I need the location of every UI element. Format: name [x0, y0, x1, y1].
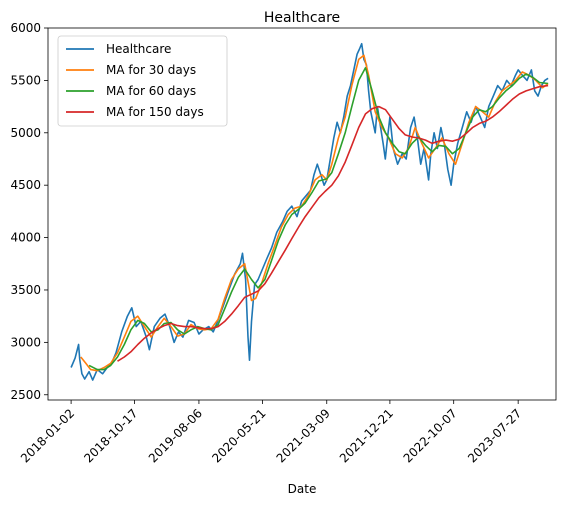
series-line-0 — [70, 42, 549, 381]
x-tick-label: 2022-10-07 — [401, 406, 460, 465]
series-line-3 — [117, 84, 549, 362]
y-tick-label: 6000 — [10, 21, 41, 35]
y-axis: 2500 3000 3500 4000 4500 5000 5500 6000 — [10, 21, 48, 402]
y-tick-label: 4500 — [10, 178, 41, 192]
legend-label: MA for 150 days — [106, 105, 204, 119]
series-line-2 — [88, 67, 549, 371]
y-tick-label: 4000 — [10, 231, 41, 245]
x-tick-label: 2018-01-02 — [18, 406, 77, 465]
legend-label: MA for 30 days — [106, 63, 196, 77]
y-tick-label: 3500 — [10, 283, 41, 297]
x-tick-label: 2019-08-06 — [146, 406, 205, 465]
x-tick-label: 2021-12-21 — [337, 406, 396, 465]
legend: Healthcare MA for 30 days MA for 60 days MA… — [57, 35, 228, 127]
legend-label: MA for 60 days — [106, 84, 196, 98]
legend-box — [57, 35, 228, 127]
x-tick-label: 2023-07-27 — [465, 406, 524, 465]
x-axis: 2018-01-02 2018-10-17 2019-08-06 2020-05-21… — [18, 400, 524, 465]
y-tick-label: 2500 — [10, 388, 41, 402]
plot-frame — [47, 27, 557, 401]
x-axis-label: Date — [288, 482, 317, 496]
legend-label: Healthcare — [106, 42, 171, 56]
x-tick-label: 2020-05-21 — [209, 406, 268, 465]
y-tick-label: 5000 — [10, 126, 41, 140]
chart-title: Healthcare — [264, 10, 340, 26]
x-tick-label: 2021-03-09 — [274, 406, 333, 465]
series-layer — [70, 42, 549, 381]
y-tick-label: 3000 — [10, 335, 41, 349]
x-tick-label: 2018-10-17 — [81, 406, 140, 465]
y-tick-label: 5500 — [10, 73, 41, 87]
series-line-1 — [80, 54, 549, 372]
